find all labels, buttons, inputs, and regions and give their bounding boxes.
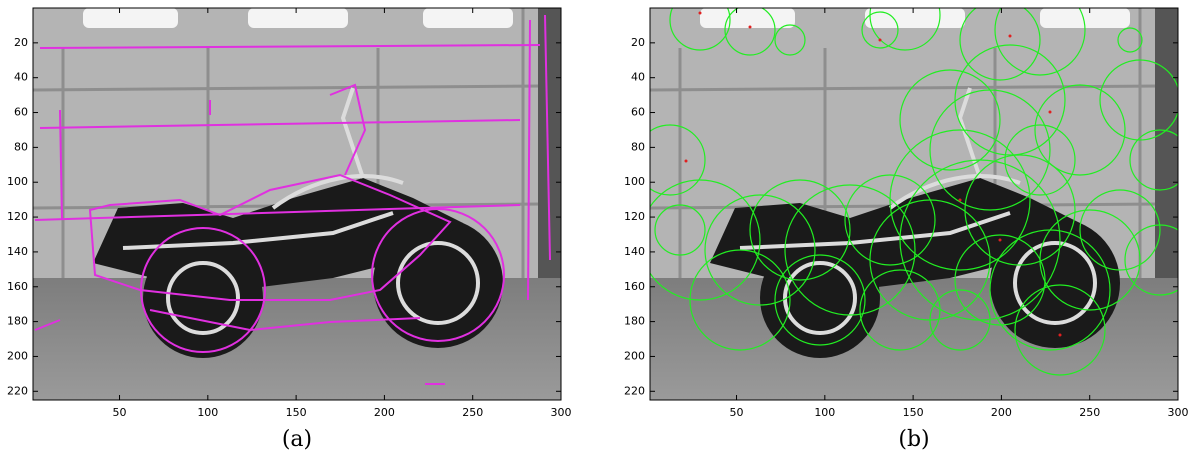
x-tick-label: 200: [374, 406, 395, 419]
y-tick-label: 140: [624, 245, 645, 258]
x-tick-label: 300: [551, 406, 572, 419]
y-tick-label: 180: [624, 315, 645, 328]
y-tick-label: 100: [7, 175, 28, 188]
y-tick-label: 220: [624, 384, 645, 397]
y-tick-label: 120: [624, 210, 645, 223]
y-tick-label: 120: [7, 210, 28, 223]
y-tick-label: 140: [7, 245, 28, 258]
y-tick-label: 20: [631, 36, 645, 49]
y-tick-label: 60: [631, 106, 645, 119]
y-tick-label: 40: [631, 71, 645, 84]
y-tick-label: 160: [7, 280, 28, 293]
x-tick-label: 150: [286, 406, 307, 419]
x-tick-label: 250: [1079, 406, 1100, 419]
y-tick-label: 80: [631, 140, 645, 153]
y-tick-label: 20: [14, 36, 28, 49]
y-tick-label: 40: [14, 71, 28, 84]
y-tick-label: 160: [624, 280, 645, 293]
x-tick-label: 150: [903, 406, 924, 419]
panel-label: (b): [898, 427, 929, 452]
y-tick-label: 60: [14, 106, 28, 119]
x-tick-label: 100: [197, 406, 218, 419]
panel-label: (a): [282, 427, 312, 452]
x-tick-label: 200: [991, 406, 1012, 419]
x-tick-label: 300: [1168, 406, 1189, 419]
x-tick-label: 100: [814, 406, 835, 419]
y-tick-label: 180: [7, 315, 28, 328]
x-tick-label: 50: [730, 406, 744, 419]
y-tick-label: 200: [624, 349, 645, 362]
x-tick-label: 50: [113, 406, 127, 419]
y-tick-label: 100: [624, 175, 645, 188]
x-tick-label: 250: [462, 406, 483, 419]
y-tick-label: 200: [7, 349, 28, 362]
y-tick-label: 220: [7, 384, 28, 397]
y-tick-label: 80: [14, 140, 28, 153]
figure: 50 100 150 200 250 300 20 40 60 80 100 120 140 160 180…: [0, 0, 1192, 461]
